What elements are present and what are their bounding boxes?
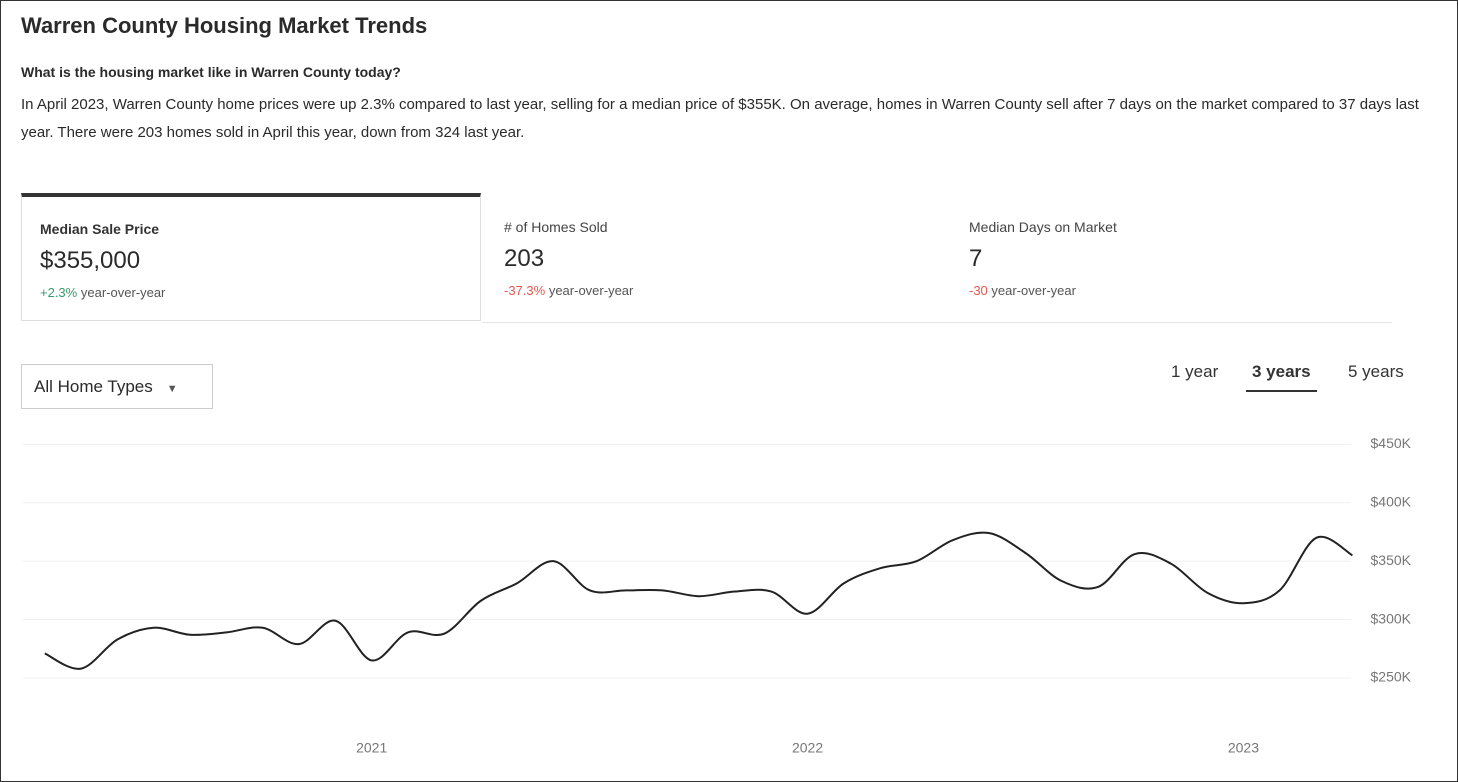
y-tick-label: $400K (1371, 493, 1412, 509)
y-tick-label: $300K (1371, 610, 1412, 626)
dropdown-arrow: ▼ (166, 383, 178, 395)
stat-label: Median Days on Market (969, 219, 1117, 235)
stat-change: +2.3% year-over-year (40, 285, 480, 300)
divider (482, 322, 1392, 323)
x-tick-label: 2021 (356, 740, 387, 756)
y-tick-label: $350K (1371, 552, 1412, 568)
stat-value: 203 (504, 245, 545, 272)
question: What is the housing market like in Warre… (21, 64, 401, 80)
stat-card[interactable]: # of Homes Sold 203 -37.3% year-over-year (486, 193, 946, 321)
stat-label: Median Sale Price (40, 221, 160, 237)
stat-label: # of Homes Sold (504, 219, 608, 235)
x-tick-label: 2022 (792, 740, 823, 756)
price-line (44, 531, 1353, 670)
stat-card[interactable]: Median Days on Market 7 -30 year-over-year (951, 193, 1411, 321)
title: Warren County Housing Market Trends (21, 13, 428, 38)
dropdown-label: All Home Types (34, 377, 153, 396)
change-value: -37.3% (504, 283, 546, 298)
change-text: year-over-year (548, 283, 634, 298)
stat-change: -37.3% year-over-year (504, 283, 946, 298)
stat-change: -30 year-over-year (969, 283, 1411, 298)
period-tab[interactable]: 1 year (1171, 362, 1219, 381)
change-value: +2.3% (40, 285, 78, 300)
period-tab[interactable]: 3 years (1246, 362, 1317, 392)
change-text: year-over-year (80, 285, 166, 300)
home-type-dropdown[interactable]: All Home Types ▼ (21, 364, 213, 409)
stat-value: $355,000 (40, 247, 141, 274)
change-value: -30 (969, 283, 988, 298)
y-tick-label: $250K (1371, 669, 1412, 685)
stat-card[interactable]: Median Sale Price $355,000 +2.3% year-over… (21, 193, 481, 321)
summary: In April 2023, Warren County home prices… (21, 96, 1419, 141)
y-tick-label: $450K (1371, 435, 1412, 451)
x-tick-label: 2023 (1228, 740, 1259, 756)
stat-value: 7 (969, 245, 983, 272)
change-text: year-over-year (991, 283, 1076, 298)
period-tab[interactable]: 5 years (1348, 362, 1404, 381)
